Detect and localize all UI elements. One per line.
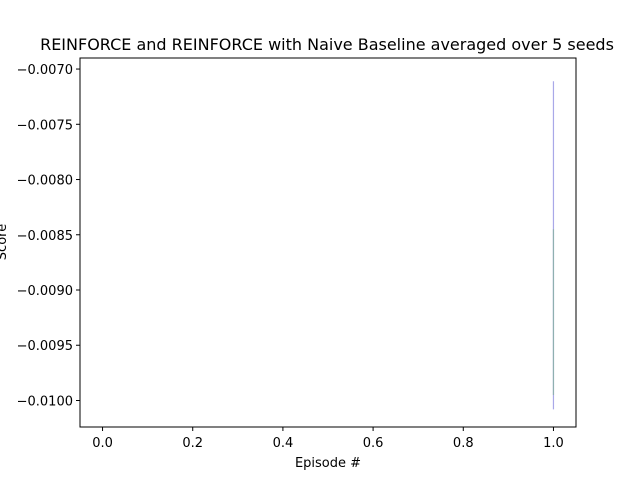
y-tick-label: −0.0070: [17, 63, 73, 78]
y-axis-label: Score: [0, 224, 10, 260]
y-tick-label: −0.0095: [17, 339, 73, 354]
x-tick-label: 1.0: [543, 436, 564, 451]
x-tick-label: 0.4: [273, 436, 294, 451]
x-tick-label: 0.8: [453, 436, 474, 451]
y-axis: −0.0100 −0.0095 −0.0090 −0.0085 −0.0080 −0.00…: [17, 63, 80, 409]
x-axis: 0.0 0.2 0.4 0.6 0.8 1.0: [92, 427, 564, 451]
chart-title: REINFORCE and REINFORCE with Naive Basel…: [40, 35, 614, 54]
y-tick-label: −0.0080: [17, 174, 73, 189]
y-tick-label: −0.0090: [17, 284, 73, 299]
x-axis-label: Episode #: [295, 456, 361, 471]
x-tick-label: 0.0: [92, 436, 113, 451]
y-tick-label: −0.0100: [17, 394, 73, 409]
plot-frame: [79, 57, 577, 428]
y-tick-label: −0.0075: [17, 118, 73, 133]
y-tick-label: −0.0085: [17, 229, 73, 244]
x-tick-label: 0.2: [182, 436, 203, 451]
x-tick-label: 0.6: [363, 436, 384, 451]
